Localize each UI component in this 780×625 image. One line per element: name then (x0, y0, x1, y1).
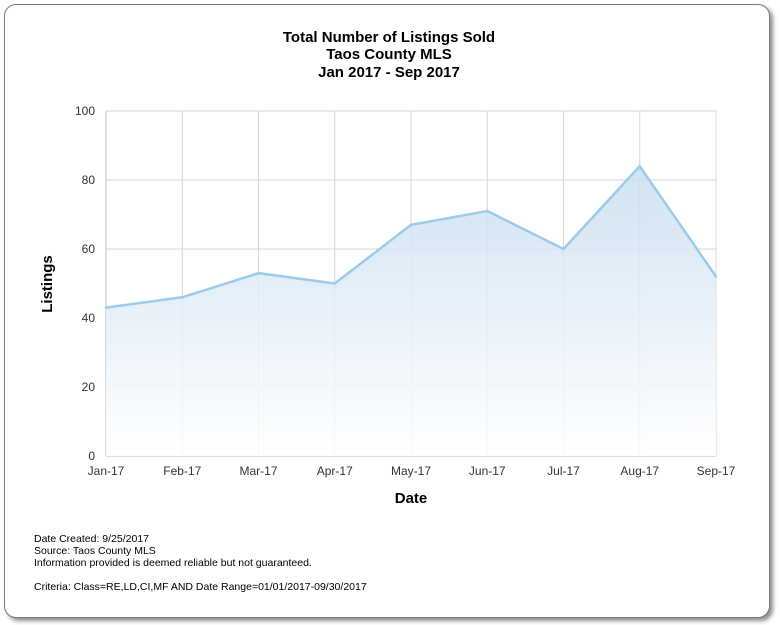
x-tick-label: Sep-17 (697, 464, 736, 478)
criteria: Criteria: Class=RE,LD,CI,MF AND Date Ran… (34, 581, 367, 593)
data-point (181, 296, 184, 299)
data-point (257, 271, 260, 275)
y-axis-title: Listings (39, 255, 56, 313)
y-tick-label: 80 (82, 173, 96, 187)
data-point (104, 306, 108, 309)
data-point (409, 223, 413, 227)
data-point (562, 247, 565, 251)
y-tick-label: 100 (75, 104, 95, 118)
chart-title: Total Number of Listings Sold (283, 29, 495, 46)
plot-area (104, 164, 718, 456)
date-created: Date Created: 9/25/2017 (34, 533, 149, 545)
y-tick-label: 0 (88, 449, 95, 463)
disclaimer: Information provided is deemed reliable … (34, 557, 312, 569)
x-axis-title: Date (395, 490, 428, 507)
x-tick-label: May-17 (391, 464, 431, 478)
y-tick-label: 40 (82, 311, 96, 325)
chart-date-range: Jan 2017 - Sep 2017 (318, 64, 460, 81)
footer-notes: Date Created: 9/25/2017 Source: Taos Cou… (34, 533, 367, 593)
x-tick-label: Mar-17 (239, 464, 277, 478)
y-axis: 0 20 40 60 80 100 (75, 104, 95, 463)
y-tick-label: 60 (82, 242, 96, 256)
x-tick-label: Jan-17 (88, 464, 125, 478)
chart-subtitle: Taos County MLS (326, 46, 452, 63)
data-point (638, 165, 641, 168)
x-tick-label: Apr-17 (317, 464, 353, 478)
x-tick-label: Aug-17 (620, 464, 659, 478)
x-tick-label: Jul-17 (547, 464, 580, 478)
x-axis: Jan-17 Feb-17 Mar-17 Apr-17 May-17 Jun-17 Jul-… (88, 464, 736, 478)
series-area (106, 166, 716, 456)
y-tick-label: 20 (82, 380, 96, 394)
data-point (486, 209, 489, 213)
x-tick-label: Jun-17 (469, 464, 506, 478)
source-note: Source: Taos County MLS (34, 545, 156, 557)
data-point (714, 275, 718, 278)
x-tick-label: Feb-17 (163, 464, 201, 478)
data-point (333, 282, 336, 285)
